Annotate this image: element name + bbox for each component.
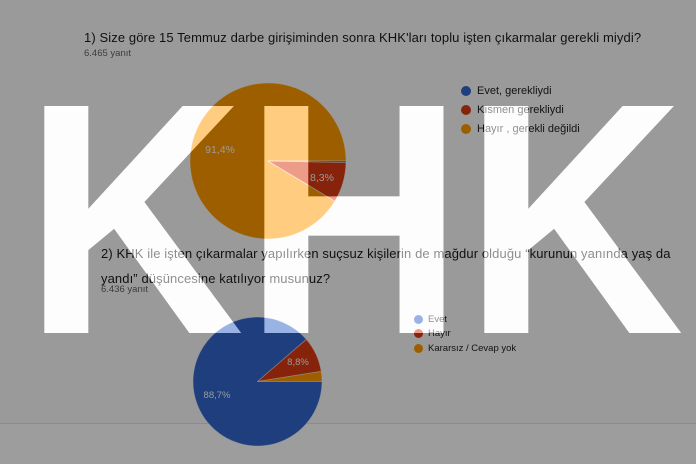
pie1-label-hayir: 91,4% xyxy=(205,144,235,156)
question2-title-line2: yandı” düşüncesine katılıyor musunuz? xyxy=(101,271,331,286)
pie2-label-hayir: 8,8% xyxy=(287,357,309,368)
legend2-kararsiz-label: Kararsız / Cevap yok xyxy=(428,342,517,354)
legend1-kismen-label: Kısmen gerekliydi xyxy=(477,103,564,116)
legend2-item-kararsiz: Kararsız / Cevap yok xyxy=(414,341,516,356)
pie2-slice-kararsiz xyxy=(257,371,322,382)
question2-response-count: 6.436 yanıt xyxy=(101,284,149,295)
legend1-item-hayir: Hayır , gerekli değildi xyxy=(461,119,580,138)
khk-watermark-text: KHK xyxy=(24,34,684,403)
background-seam xyxy=(0,423,696,464)
question2-title: 2) KHK ile işten çıkarmalar yapılırken s… xyxy=(101,241,671,291)
legend-question1: Evet, gerekliydi Kısmen gerekliydi Hayır… xyxy=(461,81,580,138)
legend1-evet-label: Evet, gerekliydi xyxy=(477,84,552,97)
pie2-label-evet: 88,7% xyxy=(204,390,231,401)
legend1-evet-dot-icon xyxy=(461,85,471,96)
legend2-evet-dot-icon xyxy=(414,314,423,324)
pie-chart-question2: 88,7% 8,8% xyxy=(193,317,322,446)
legend2-evet-label: Evet xyxy=(428,313,448,325)
legend2-item-hayir: Hayır xyxy=(414,327,516,342)
pie1-label-kismen: 8,3% xyxy=(310,172,334,184)
question2-title-line1: 2) KHK ile işten çıkarmalar yapılırken s… xyxy=(101,246,671,261)
legend1-item-kismen: Kısmen gerekliydi xyxy=(461,100,580,119)
legend1-item-evet: Evet, gerekliydi xyxy=(461,81,580,100)
legend2-item-evet: Evet xyxy=(414,312,516,327)
legend2-kararsiz-dot-icon xyxy=(414,343,423,353)
legend1-hayir-label: Hayır , gerekli değildi xyxy=(477,122,580,135)
question1-response-count: 6.465 yanıt xyxy=(84,48,132,59)
legend1-kismen-dot-icon xyxy=(461,104,471,115)
legend2-hayir-dot-icon xyxy=(414,329,423,339)
pie-chart-question1: 91,4% 8,3% xyxy=(190,83,346,239)
question1-title: 1) Size göre 15 Temmuz darbe girişiminde… xyxy=(84,30,642,45)
legend-question2: Evet Hayır Kararsız / Cevap yok xyxy=(414,312,516,356)
pie1-slice-evet xyxy=(267,160,346,163)
legend1-hayir-dot-icon xyxy=(461,123,471,134)
legend2-hayir-label: Hayır xyxy=(428,328,451,340)
